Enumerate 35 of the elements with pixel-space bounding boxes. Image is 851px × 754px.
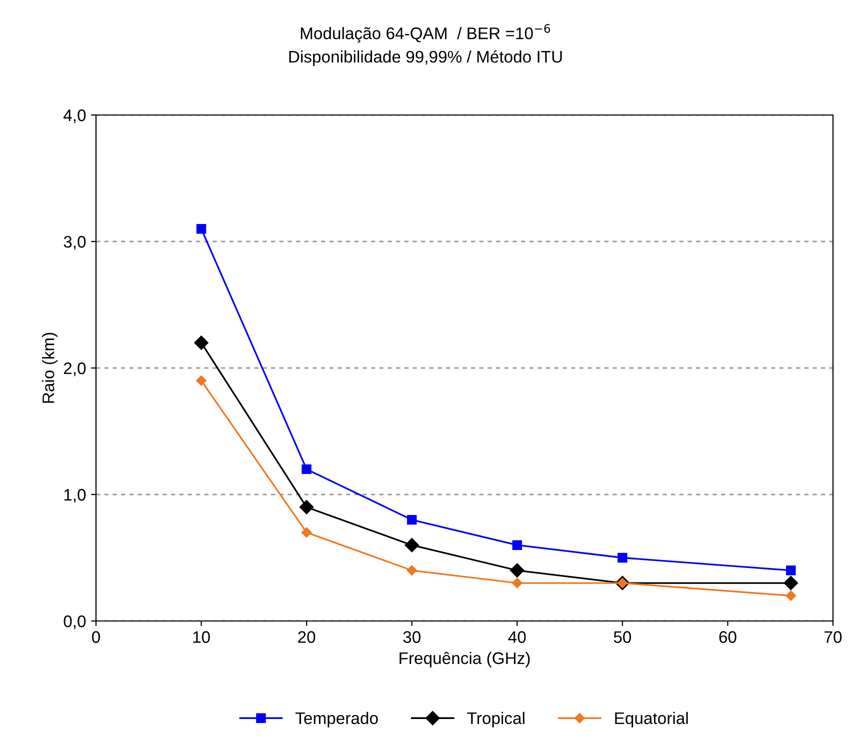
- point: [406, 565, 417, 576]
- point: [301, 527, 312, 538]
- x-tick-label: 0: [92, 631, 100, 643]
- y-tick-label: 1,0: [64, 488, 86, 503]
- legend-label: Temperado: [296, 712, 378, 728]
- x-tick-label: 10: [193, 631, 210, 643]
- point: [618, 552, 628, 563]
- legend-label: Tropical: [467, 712, 524, 728]
- point: [404, 538, 419, 552]
- y-tick-label: 3,0: [64, 236, 86, 250]
- point: [786, 566, 796, 576]
- y-tick-label: 0,0: [64, 615, 86, 630]
- point: [512, 578, 522, 588]
- point: [194, 336, 208, 350]
- y-tick-label: 2,0: [64, 362, 86, 376]
- point: [512, 540, 522, 550]
- x-axis-title: Frequência (GHz): [400, 652, 530, 668]
- point: [406, 514, 417, 525]
- chart-title: Modulação 64-QAM / BER =10$^{−6}$ Disponibilidade 99,99% / Método ITU: [289, 24, 562, 66]
- x-tick-label: 40: [508, 631, 526, 643]
- x-tick-label: 30: [403, 631, 420, 643]
- legend-label: Equatorial: [615, 712, 688, 728]
- x-tick-label: 70: [824, 631, 842, 643]
- point: [196, 376, 206, 386]
- y-axis-title: Raio (km): [42, 332, 58, 403]
- point: [196, 224, 206, 234]
- x-tick-label: 50: [614, 631, 632, 643]
- point: [302, 464, 312, 474]
- x-tick-label: 60: [719, 631, 736, 643]
- point: [784, 576, 798, 590]
- point: [786, 590, 796, 601]
- x-tick-label: 20: [298, 631, 316, 643]
- point: [299, 500, 314, 514]
- y-tick-label: 4,0: [63, 109, 86, 124]
- point: [510, 563, 524, 578]
